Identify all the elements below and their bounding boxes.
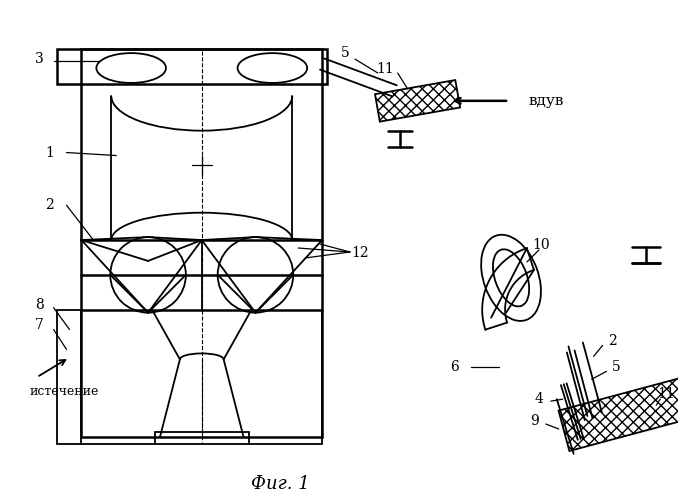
Bar	[155, 432, 248, 444]
Text: 7: 7	[35, 318, 44, 332]
Text: 11: 11	[658, 387, 675, 401]
Text: 2: 2	[46, 198, 54, 212]
Text: 3: 3	[35, 52, 44, 66]
Text: 2: 2	[608, 334, 617, 348]
Text: 1: 1	[45, 146, 54, 160]
Text: вдув: вдув	[529, 94, 564, 108]
Text: 9: 9	[530, 414, 539, 428]
Text: 12: 12	[351, 246, 369, 260]
Text: 5: 5	[341, 46, 350, 60]
Text: 6: 6	[450, 360, 459, 374]
Text: 10: 10	[532, 238, 549, 252]
Bar	[56, 49, 327, 84]
Polygon shape	[558, 377, 680, 451]
Polygon shape	[375, 80, 460, 122]
Text: 5: 5	[612, 360, 621, 374]
Text: 11: 11	[376, 62, 394, 76]
Text: 8: 8	[35, 298, 44, 312]
Text: 4: 4	[534, 392, 543, 406]
Text: истечение: истечение	[30, 384, 99, 398]
Bar	[82, 49, 322, 437]
Text: Фиг. 1: Фиг. 1	[251, 474, 309, 492]
